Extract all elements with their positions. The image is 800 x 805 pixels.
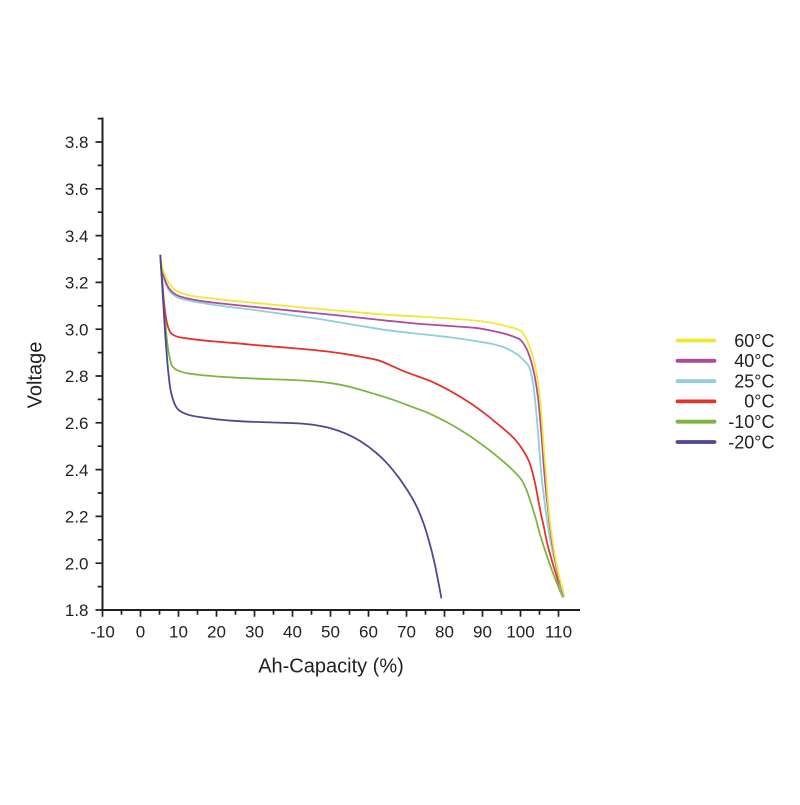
- svg-text:60°C: 60°C: [734, 331, 774, 351]
- svg-text:3.4: 3.4: [65, 227, 89, 246]
- svg-text:40: 40: [283, 623, 302, 642]
- svg-text:80: 80: [435, 623, 454, 642]
- svg-text:3.8: 3.8: [65, 133, 89, 152]
- svg-text:2.0: 2.0: [65, 554, 89, 573]
- svg-text:100: 100: [506, 623, 534, 642]
- svg-text:2.4: 2.4: [65, 461, 89, 480]
- svg-text:40°C: 40°C: [734, 351, 774, 371]
- svg-text:70: 70: [397, 623, 416, 642]
- svg-text:25°C: 25°C: [734, 371, 774, 391]
- svg-text:Voltage: Voltage: [25, 342, 47, 409]
- svg-text:30: 30: [245, 623, 264, 642]
- svg-text:0°C: 0°C: [744, 392, 774, 412]
- svg-text:Ah-Capacity (%): Ah-Capacity (%): [258, 656, 404, 678]
- svg-text:10: 10: [169, 623, 188, 642]
- svg-text:3.0: 3.0: [65, 320, 89, 339]
- svg-text:2.2: 2.2: [65, 508, 89, 527]
- svg-text:2.8: 2.8: [65, 367, 89, 386]
- svg-text:1.8: 1.8: [65, 601, 89, 620]
- svg-text:-20°C: -20°C: [728, 432, 774, 452]
- svg-text:-10°C: -10°C: [728, 412, 774, 432]
- svg-text:90: 90: [473, 623, 492, 642]
- svg-text:110: 110: [545, 623, 572, 642]
- svg-text:0: 0: [136, 623, 145, 642]
- svg-text:60: 60: [359, 623, 378, 642]
- svg-text:20: 20: [207, 623, 226, 642]
- svg-text:-10: -10: [90, 623, 115, 642]
- svg-text:3.2: 3.2: [65, 274, 89, 293]
- svg-text:2.6: 2.6: [65, 414, 89, 433]
- svg-text:50: 50: [321, 623, 340, 642]
- svg-text:3.6: 3.6: [65, 180, 89, 199]
